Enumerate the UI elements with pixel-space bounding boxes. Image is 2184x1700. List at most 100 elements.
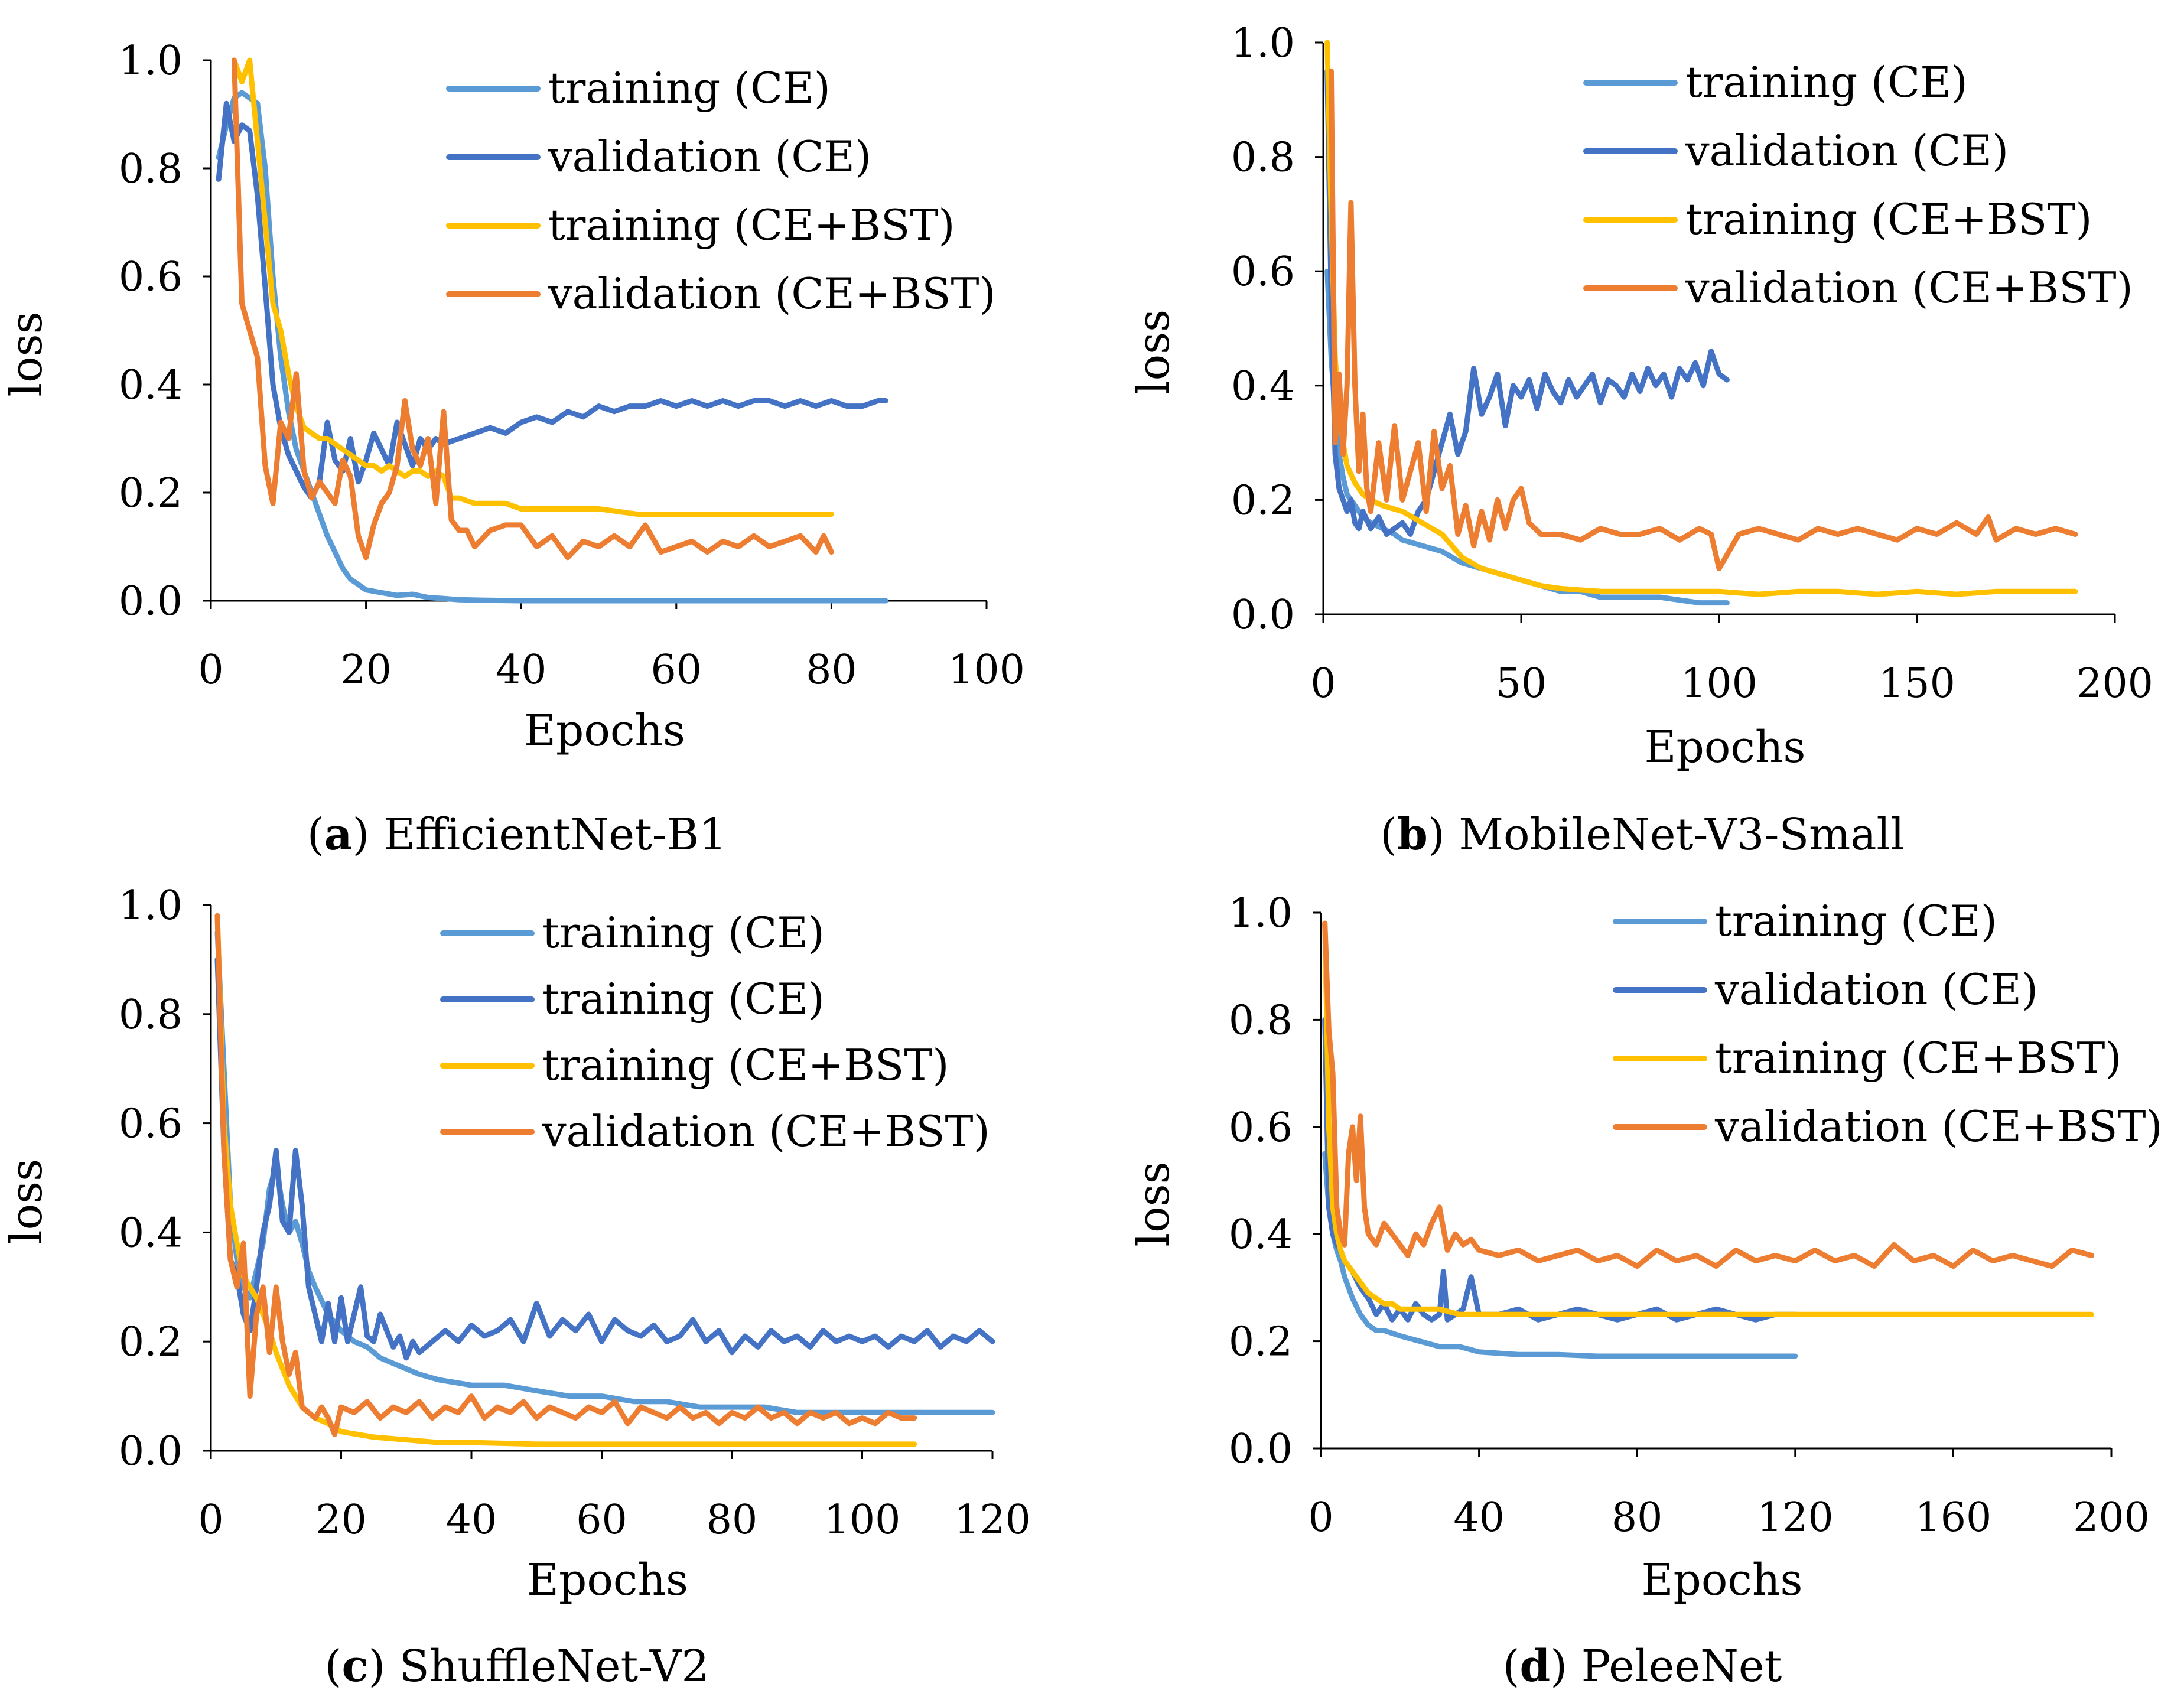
y-tick-label-d: 0.2: [1229, 1319, 1293, 1366]
y-tick-label-d: 1.0: [1229, 890, 1293, 937]
y-tick-label-b: 0.8: [1231, 135, 1295, 181]
y-tick-label-b: 0.4: [1231, 363, 1295, 410]
x-tick-label-d: 200: [2073, 1494, 2150, 1541]
x-tick-label-b: 150: [1879, 660, 1955, 707]
legend-label-b-0: training (CE): [1685, 57, 1968, 107]
y-tick-label-d: 0.8: [1229, 997, 1293, 1044]
x-tick-label-a: 100: [948, 647, 1025, 693]
y-tick-label-a: 0.0: [119, 578, 183, 625]
y-axis-label-b: loss: [1128, 310, 1179, 395]
x-tick-label-d: 80: [1612, 1494, 1663, 1541]
series-line-a-3: [231, 57, 834, 561]
x-tick-label-b: 0: [1310, 660, 1336, 707]
panel-c: 0.0 0.2 0.4 0.6 0.8 1.0 0 20 40 60 80 100 120 Epochs l…: [1, 882, 1031, 1605]
x-tick-label-b: 100: [1681, 660, 1757, 707]
legend-label-a-2: training (CE+BST): [548, 200, 955, 250]
legend-label-a-3: validation (CE+BST): [548, 269, 996, 318]
x-axis-label-b: Epochs: [1644, 722, 1805, 773]
series-line-c-3: [214, 913, 917, 1437]
y-tick-label-b: 0.2: [1231, 477, 1295, 524]
series-line-b-3: [1328, 68, 2078, 572]
caption-d: (d) PeleeNet: [1502, 1641, 1782, 1692]
legend-label-c-1: training (CE): [542, 974, 825, 1024]
caption-b: (b) MobileNet-V3-Small: [1380, 809, 1905, 860]
x-tick-label-c: 60: [576, 1497, 627, 1543]
y-tick-label-c: 0.8: [119, 992, 183, 1038]
x-tick-label-a: 80: [806, 647, 857, 693]
y-tick-label-b: 0.6: [1231, 249, 1295, 295]
x-tick-label-d: 120: [1757, 1494, 1834, 1541]
legend-label-d-1: validation (CE): [1714, 965, 2038, 1014]
x-tick-label-c: 80: [707, 1497, 758, 1543]
y-tick-label-b: 0.0: [1231, 592, 1295, 639]
panel-a: 0.0 0.2 0.4 0.6 0.8 1.0 0 20 40 60 80 100 Epochs loss…: [1, 38, 1025, 756]
x-axis-label-d: Epochs: [1641, 1555, 1802, 1605]
caption-a-text: EfficientNet-B1: [383, 809, 727, 860]
x-tick-label-c: 120: [954, 1497, 1031, 1543]
x-tick-label-b: 50: [1496, 660, 1547, 707]
panel-b: 0.0 0.2 0.4 0.6 0.8 1.0 0 50 100 150 200 Epochs loss…: [1128, 20, 2153, 773]
series-line-a-0: [216, 90, 888, 604]
y-tick-label-a: 0.8: [119, 146, 183, 193]
legend-label-d-3: validation (CE+BST): [1714, 1102, 2163, 1151]
x-tick-label-b: 200: [2076, 660, 2153, 707]
x-tick-label-a: 40: [496, 647, 547, 693]
y-tick-label-a: 0.6: [119, 254, 183, 301]
y-tick-label-d: 0.0: [1229, 1426, 1293, 1473]
x-axis-label-c: Epochs: [527, 1555, 688, 1605]
y-axis-label-a: loss: [1, 311, 52, 396]
x-tick-label-d: 160: [1915, 1494, 1992, 1541]
caption-c-text: ShuffleNet-V2: [399, 1641, 709, 1692]
series-line-b-1: [1324, 68, 1730, 537]
legend-label-d-0: training (CE): [1715, 896, 1997, 946]
panel-d: 0.0 0.2 0.4 0.6 0.8 1.0 0 40 80 120 160 200 Epochs lo…: [1128, 890, 2163, 1605]
y-tick-label-c: 0.4: [119, 1210, 183, 1256]
series-line-b-0: [1324, 268, 1730, 606]
x-tick-label-c: 20: [315, 1497, 367, 1543]
y-tick-label-a: 1.0: [119, 38, 183, 84]
x-tick-label-d: 40: [1453, 1494, 1505, 1541]
caption-d-letter: d: [1519, 1641, 1551, 1692]
legend-label-d-2: training (CE+BST): [1715, 1033, 2121, 1083]
caption-c-letter: c: [341, 1641, 369, 1692]
series-line-c-1: [214, 956, 995, 1361]
legend-label-b-2: training (CE+BST): [1685, 194, 2092, 244]
y-tick-label-c: 1.0: [119, 882, 183, 929]
caption-b-letter: b: [1397, 809, 1428, 860]
x-tick-label-a: 0: [198, 647, 223, 693]
legend-label-c-0: training (CE): [542, 908, 825, 958]
y-axis-label-c: loss: [1, 1159, 52, 1244]
caption-a: (a) EfficientNet-B1: [307, 809, 727, 860]
legend-label-a-0: training (CE): [548, 63, 831, 113]
series-line-d-0: [1322, 1151, 1798, 1359]
y-axis-label-d: loss: [1128, 1161, 1179, 1246]
caption-a-letter: a: [324, 809, 353, 860]
y-tick-label-d: 0.4: [1229, 1212, 1293, 1258]
x-tick-label-c: 100: [824, 1497, 901, 1543]
y-tick-label-d: 0.6: [1229, 1105, 1293, 1151]
y-tick-label-a: 0.2: [119, 470, 183, 517]
legend-label-c-3: validation (CE+BST): [542, 1106, 990, 1156]
x-tick-label-c: 40: [446, 1497, 497, 1543]
y-tick-label-a: 0.4: [119, 362, 183, 409]
series-line-d-2: [1322, 920, 2095, 1317]
caption-c: (c) ShuffleNet-V2: [324, 1641, 709, 1692]
legend-label-b-3: validation (CE+BST): [1685, 263, 2133, 312]
y-tick-label-c: 0.2: [119, 1319, 183, 1366]
x-tick-label-d: 0: [1308, 1494, 1333, 1541]
y-tick-label-c: 0.0: [119, 1428, 183, 1475]
series-line-a-2: [231, 57, 834, 517]
caption-b-text: MobileNet-V3-Small: [1459, 809, 1905, 860]
series-line-d-3: [1322, 920, 2095, 1269]
y-tick-label-c: 0.6: [119, 1101, 183, 1148]
legend-label-c-2: training (CE+BST): [542, 1040, 949, 1090]
caption-d-text: PeleeNet: [1581, 1641, 1782, 1692]
legend-label-b-1: validation (CE): [1685, 126, 2009, 175]
x-tick-label-a: 60: [651, 647, 702, 693]
y-tick-label-b: 1.0: [1231, 20, 1295, 67]
legend-label-a-1: validation (CE): [548, 132, 871, 181]
x-tick-label-c: 0: [198, 1497, 223, 1543]
x-tick-label-a: 20: [340, 647, 392, 693]
